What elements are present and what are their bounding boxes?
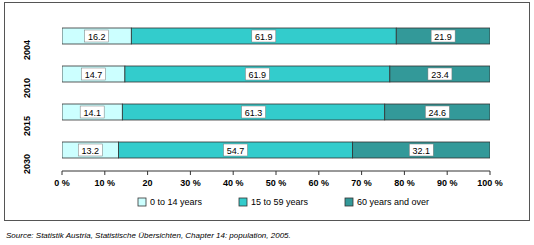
x-tick xyxy=(318,171,319,175)
legend-swatch xyxy=(345,198,353,206)
bar-segment xyxy=(122,104,384,120)
data-label: 16.2 xyxy=(88,32,106,42)
x-tick-label: 70 % xyxy=(351,178,372,188)
x-tick xyxy=(447,171,448,175)
x-tick-label: 40 % xyxy=(223,178,244,188)
x-tick-label: 10 % xyxy=(95,178,116,188)
data-label-box xyxy=(245,68,269,80)
data-label: 54.7 xyxy=(227,146,245,156)
bar-segment xyxy=(125,66,390,82)
data-label: 61.9 xyxy=(249,70,267,80)
x-tick xyxy=(147,171,148,175)
x-tick-label: 20 xyxy=(143,178,153,188)
x-tick xyxy=(490,171,491,175)
data-label-box xyxy=(425,106,449,118)
legend-swatch xyxy=(138,198,146,206)
data-label-box xyxy=(242,106,266,118)
data-label: 24.6 xyxy=(429,108,447,118)
legend: 0 to 14 years 15 to 59 years 60 years and … xyxy=(138,197,429,207)
category-label: 2010 xyxy=(22,78,32,98)
bar-segment xyxy=(396,28,490,44)
category-label: 2015 xyxy=(22,116,32,136)
data-label-box xyxy=(431,30,455,42)
bar-segment xyxy=(353,142,490,158)
x-tick-label: 30 % xyxy=(180,178,201,188)
x-tick xyxy=(233,171,234,175)
data-label-box xyxy=(80,106,104,118)
data-label-box xyxy=(224,144,248,156)
bar-segment xyxy=(385,104,490,120)
data-label-box xyxy=(78,144,102,156)
bars xyxy=(62,28,490,158)
data-label-box xyxy=(85,30,109,42)
legend-label: 0 to 14 years xyxy=(150,197,203,207)
bar-segment xyxy=(118,142,352,158)
legend-swatch xyxy=(239,198,247,206)
data-label: 14.1 xyxy=(83,108,101,118)
source-note: Source: Statistik Austria, Statistische … xyxy=(6,231,291,240)
category-label: 2004 xyxy=(22,40,32,60)
data-label-box xyxy=(409,144,433,156)
data-label: 21.9 xyxy=(434,32,452,42)
bar-segment xyxy=(62,66,125,82)
bar-segment xyxy=(131,28,396,44)
bar-segment xyxy=(62,28,131,44)
data-label-box xyxy=(252,30,276,42)
x-tick-label: 60 % xyxy=(309,178,330,188)
data-label: 14.7 xyxy=(85,70,103,80)
x-tick-label: 90 % xyxy=(437,178,458,188)
data-label: 61.9 xyxy=(255,32,273,42)
chart: 16.2 61.9 21.9 14.7 61.9 23.4 14.1 61.3 24.6 13.2… xyxy=(0,0,534,245)
data-labels: 16.2 61.9 21.9 14.7 61.9 23.4 14.1 61.3 24.6 13.2… xyxy=(78,30,455,156)
legend-label: 60 years and over xyxy=(357,197,429,207)
x-tick xyxy=(190,171,191,175)
data-label: 13.2 xyxy=(81,146,99,156)
x-tick xyxy=(276,171,277,175)
chart-frame xyxy=(5,3,530,221)
data-label: 61.3 xyxy=(245,108,263,118)
x-tick xyxy=(361,171,362,175)
category-label: 2030 xyxy=(22,154,32,174)
x-tick-label: 100 % xyxy=(477,178,503,188)
data-label: 32.1 xyxy=(413,146,431,156)
bar-segment xyxy=(62,104,122,120)
x-tick-label: 0 % xyxy=(54,178,70,188)
x-tick xyxy=(404,171,405,175)
bar-segment xyxy=(62,142,118,158)
data-label: 23.4 xyxy=(431,70,449,80)
x-tick-label: 80 % xyxy=(394,178,415,188)
x-tick xyxy=(62,171,63,175)
x-tick xyxy=(104,171,105,175)
x-tick-label: 50 % xyxy=(266,178,287,188)
bar-segment xyxy=(390,66,490,82)
data-label-box xyxy=(81,68,105,80)
data-label-box xyxy=(428,68,452,80)
legend-label: 15 to 59 years xyxy=(251,197,309,207)
